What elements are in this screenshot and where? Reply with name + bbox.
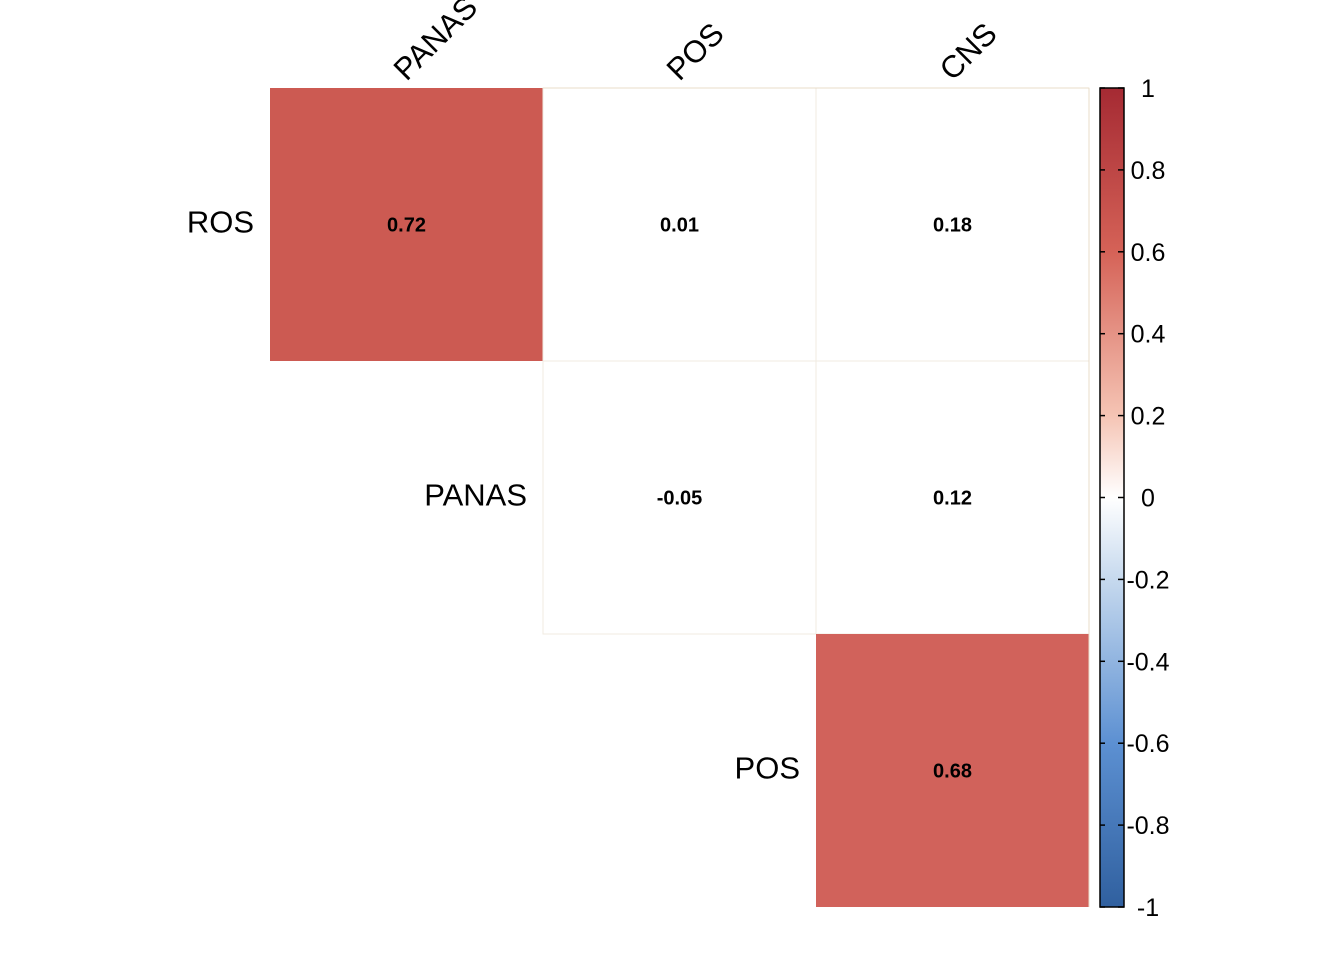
colorbar-tick-label: -0.2 <box>1126 566 1169 594</box>
cell-ros-panas <box>270 88 543 361</box>
cell-label-ros-panas: 0.72 <box>387 215 426 237</box>
cell-label-pos-cns: 0.68 <box>933 761 972 783</box>
row-label-ros: ROS <box>187 205 254 240</box>
row-labels: ROS PANAS POS <box>187 205 800 786</box>
colorbar-tick-label: 0.2 <box>1131 403 1166 431</box>
colorbar-tick-label: -0.8 <box>1126 812 1169 840</box>
colorbar-tick-label: 0.6 <box>1131 239 1166 267</box>
col-label-cns: CNS <box>933 16 1004 87</box>
row-label-panas: PANAS <box>424 478 527 513</box>
colorbar-tick-label: -1 <box>1137 894 1159 922</box>
colorbar-tick-label: 0.8 <box>1131 157 1166 185</box>
cell-label-ros-pos: 0.01 <box>660 215 699 237</box>
colorbar-tick-label: -0.4 <box>1126 648 1169 676</box>
column-labels: PANAS POS CNS <box>387 0 1004 87</box>
cell-label-panas-cns: 0.12 <box>933 488 972 510</box>
colorbar-tick-label: 0.4 <box>1131 321 1166 349</box>
colorbar-tick-label: 0 <box>1141 485 1155 513</box>
cell-label-ros-cns: 0.18 <box>933 215 972 237</box>
col-label-pos: POS <box>660 16 731 87</box>
colorbar-tick-label: -0.6 <box>1126 730 1169 758</box>
row-label-pos: POS <box>735 751 800 786</box>
cell-value-labels: 0.72 0.01 0.18 -0.05 0.12 0.68 <box>387 215 972 783</box>
cell-panas-cns <box>815 360 1090 635</box>
colorbar-tick-label: 1 <box>1141 75 1155 103</box>
cell-panas-pos <box>542 360 817 635</box>
colorbar: 1 0.8 0.6 0.4 0.2 0 -0.2 -0.4 -0.6 -0.8 -1 <box>1099 75 1170 922</box>
cell-label-panas-pos: -0.05 <box>657 488 703 510</box>
cell-ros-pos <box>542 87 817 362</box>
heatmap-cells <box>270 87 1090 907</box>
cell-pos-cns <box>816 634 1089 907</box>
col-label-panas: PANAS <box>387 0 484 87</box>
